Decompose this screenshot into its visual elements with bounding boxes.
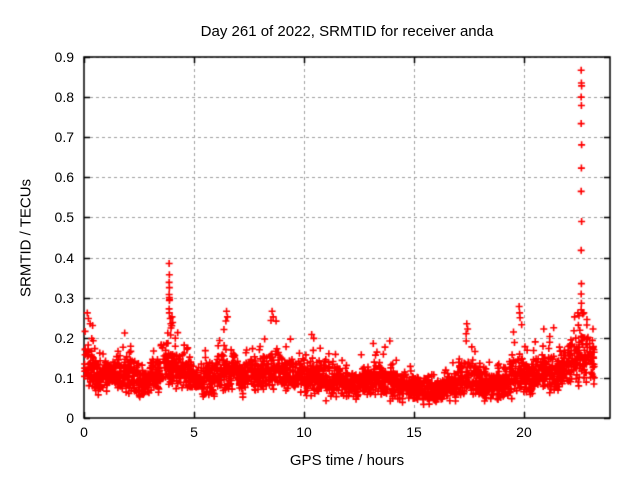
y-tick-label: 0.5 <box>54 209 74 226</box>
x-tick-label: 0 <box>80 424 88 440</box>
y-tick-label: 0.2 <box>54 329 74 346</box>
y-tick-label: 0.7 <box>54 129 74 146</box>
y-tick-label: 0.6 <box>54 169 74 186</box>
x-tick-label: 20 <box>516 424 532 440</box>
x-axis-label: GPS time / hours <box>289 452 405 469</box>
x-tick-label: 15 <box>406 424 422 440</box>
y-tick-label: 0.3 <box>54 289 74 306</box>
y-tick-label: 0.1 <box>54 369 74 386</box>
y-tick-label: 0.4 <box>54 249 74 266</box>
y-tick-label: 0.9 <box>54 49 74 65</box>
y-tick-label: 0.8 <box>54 89 74 106</box>
chart-title: Day 261 of 2022, SRMTID for receiver and… <box>200 23 494 40</box>
y-axis-label: SRMTID / TECUs <box>17 178 35 297</box>
y-tick-label: 0 <box>66 410 74 426</box>
x-tick-label: 10 <box>296 424 312 440</box>
x-tick-label: 5 <box>190 424 198 440</box>
